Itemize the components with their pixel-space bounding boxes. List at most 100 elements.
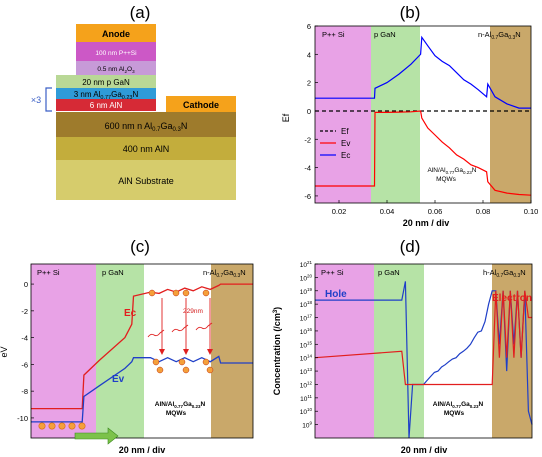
y-tick-label: -6 — [21, 360, 28, 369]
region-label-nalgan: n-Al0.7Ga0.3N — [478, 30, 521, 41]
electron-dot — [172, 289, 180, 297]
panel-d-letter: (d) — [400, 237, 421, 256]
y-tick-label: 1016 — [300, 327, 313, 336]
photon-wave — [147, 329, 165, 338]
cathode-label: Cathode — [183, 100, 219, 110]
hole-curve-label: Hole — [325, 289, 347, 300]
panel-d-regions — [315, 264, 532, 438]
substrate-label: AlN Substrate — [118, 176, 174, 186]
panel-c-axes: -10 -8 -6 -4 -2 0 — [17, 280, 34, 423]
nalgan-label: 600 nm n Al0.7Ga0.3N — [105, 121, 188, 133]
y-tick-label: 1015 — [300, 340, 313, 349]
x-tick-label: 0.06 — [428, 207, 443, 216]
well-size-label: 229nm — [183, 308, 203, 315]
y-tick-label: 0 — [24, 280, 28, 289]
y-tick-label: 1012 — [300, 380, 313, 389]
panel-a: (a) Anode 100 nm P++Si 0.5 nm Al2O3 20 n… — [31, 3, 236, 200]
hole-dot — [182, 366, 190, 374]
nalgan-layer — [56, 112, 236, 137]
y-tick-label: 1011 — [300, 394, 312, 403]
mqw-emission — [147, 289, 214, 374]
panel-d: (d) P++ Si p GaN h-Al0.7Ga0.3N 109101010… — [272, 237, 533, 455]
hole-dot — [68, 422, 76, 430]
region-label-psi: P++ Si — [322, 30, 345, 39]
mqw-label-b: AlN/Al0.77Ga0.23N — [428, 167, 477, 175]
region-nalgan-c — [211, 264, 253, 438]
y-tick-label: 0 — [307, 107, 311, 116]
region-nalgan — [490, 26, 531, 203]
mqw-sub-b: MQWs — [436, 176, 457, 183]
mqw-sub-c: MQWs — [166, 410, 187, 417]
region-label-pgan-d: p GaN — [378, 268, 400, 277]
region-psi-d — [315, 264, 374, 438]
series-ec-line — [31, 283, 253, 410]
algan-label: 3 nm Al0.77Ga0.23N — [74, 90, 139, 101]
panel-b-regions — [315, 26, 531, 203]
y-tick-label: -4 — [304, 164, 311, 173]
y-tick-label: 1010 — [300, 407, 313, 416]
hole-dot — [48, 422, 56, 430]
series-electron-line — [314, 290, 532, 386]
y-tick-label: 1014 — [300, 354, 313, 363]
electron-dot — [148, 289, 156, 297]
panel-b: (b) P++ Si p GaN n-Al0.7Ga0.3N AlN/Al0.7… — [281, 3, 538, 228]
panel-b-xlabel: 20 nm / div — [403, 218, 450, 228]
y-tick-label: -6 — [304, 192, 311, 201]
series-ev-line — [315, 110, 532, 196]
series-ec-line — [315, 35, 531, 109]
region-mqw — [420, 26, 490, 203]
psi-layer — [76, 42, 156, 61]
mqw-label-c: AlN/Al0.77Ga0.23N — [155, 401, 206, 409]
arrowhead — [183, 349, 189, 355]
aln-label: 6 nm AlN — [90, 101, 123, 110]
cathode-contact — [166, 96, 236, 112]
panel-c: (c) P++ Si p GaN n-Al0.7Ga0.3N -10 -8 -6 -4… — [0, 237, 254, 455]
panel-d-ylabel: Concentration (/cm3) — [272, 307, 282, 395]
y-tick-label: -8 — [21, 387, 28, 396]
y-tick-label: 2 — [307, 79, 311, 88]
pgan-layer — [56, 75, 156, 88]
y-tick-label: -4 — [21, 334, 28, 343]
anode-label: Anode — [102, 29, 130, 39]
photon-wave — [171, 324, 189, 333]
x-tick-label: 0.02 — [332, 207, 347, 216]
panel-c-ylabel: eV — [0, 346, 9, 357]
region-label-pgan-c: p GaN — [102, 268, 124, 277]
panel-d-frame — [314, 263, 533, 439]
photon-wave — [195, 322, 213, 331]
legend-ef-label: Ef — [341, 127, 349, 136]
region-label-psi-c: P++ Si — [37, 268, 60, 277]
y-tick-label: 109 — [302, 421, 312, 430]
hole-dot — [152, 358, 160, 366]
region-label-nalgan-c: n-Al0.7Ga0.3N — [203, 268, 246, 279]
algan-layer — [56, 88, 156, 99]
y-tick-label: 1020 — [300, 273, 313, 282]
y-tick-label: -2 — [21, 307, 28, 316]
aln400-label: 400 nm AlN — [123, 144, 170, 154]
al2o3-label: 0.5 nm Al2O3 — [97, 66, 135, 74]
panel-d-axes: 109 1010 1011 1012 1013 1014 1015 1016 1017 1018 1… — [300, 260, 318, 430]
hole-dot — [58, 422, 66, 430]
arrowhead — [207, 349, 213, 355]
repeat-label: ×3 — [31, 95, 41, 105]
al2o3-layer — [76, 61, 156, 75]
electron-curve-label: Electron — [492, 293, 532, 304]
aln400-layer — [56, 137, 236, 160]
repeat-bracket — [45, 87, 52, 112]
hole-dot — [38, 422, 46, 430]
panel-c-regions — [31, 264, 253, 438]
region-label-nalgan-d: h-Al0.7Ga0.3N — [483, 268, 526, 279]
hole-dot — [206, 366, 214, 374]
panel-d-xlabel: 20 nm / div — [401, 445, 448, 455]
aln-layer — [56, 99, 156, 111]
panel-d-series — [314, 281, 533, 439]
psi-label: 100 nm P++Si — [95, 50, 136, 57]
region-psi-c — [31, 264, 96, 438]
anode-layer — [76, 24, 156, 42]
substrate-layer — [56, 160, 236, 200]
electron-dot — [182, 289, 190, 297]
electron-dot — [202, 289, 210, 297]
panel-b-legend: Ef Ev Ec — [320, 127, 350, 160]
y-tick-label: 6 — [307, 22, 311, 31]
panel-b-frame — [314, 25, 532, 204]
